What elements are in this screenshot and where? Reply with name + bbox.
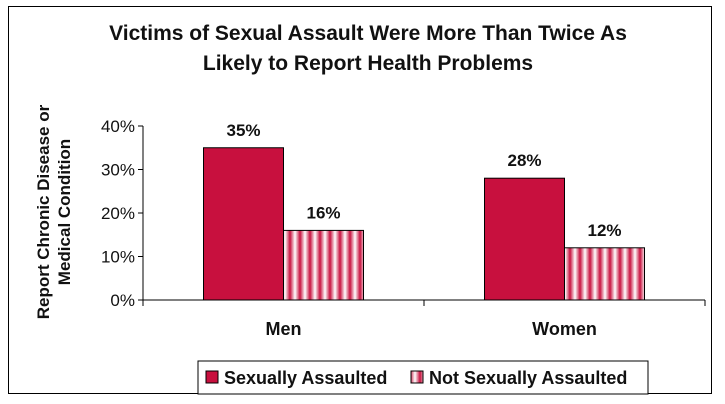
data-labels-group: 35% 16% 28% 12% (226, 121, 621, 240)
y-axis-label-line-2: Medical Condition (55, 139, 74, 285)
category-labels-group: Men Women (266, 319, 597, 339)
y-tick-label: 40% (101, 117, 135, 136)
data-label: 28% (507, 151, 541, 170)
legend-swatch-sexually-assaulted (205, 370, 219, 384)
bar-women-not-sexually-assaulted (564, 247, 645, 301)
legend-label-not-sexually-assaulted: Not Sexually Assaulted (429, 368, 627, 388)
chart-title-line-1: Victims of Sexual Assault Were More Than… (109, 22, 627, 45)
y-tick-label: 30% (101, 161, 135, 180)
bar-men-sexually-assaulted (203, 147, 284, 301)
legend-swatch-not-sexually-assaulted (410, 370, 424, 384)
bars-group (203, 147, 645, 301)
bar-women-sexually-assaulted (484, 177, 565, 301)
y-tick-label: 10% (101, 248, 135, 267)
category-label-men: Men (266, 319, 302, 339)
data-label: 35% (226, 121, 260, 140)
category-label-women: Women (532, 319, 597, 339)
y-axis-label-line-1: Report Chronic Disease or (34, 104, 53, 319)
y-tick-label: 0% (110, 291, 135, 310)
bar-men-not-sexually-assaulted (283, 229, 364, 301)
legend-label-sexually-assaulted: Sexually Assaulted (224, 368, 387, 388)
y-tick-label: 20% (101, 204, 135, 223)
tick-labels-group: 0% 10% 20% 30% 40% (101, 117, 135, 310)
data-label: 12% (587, 221, 621, 240)
chart-frame (8, 6, 712, 394)
chart-title-line-2: Likely to Report Health Problems (203, 52, 533, 75)
data-label: 16% (306, 203, 340, 222)
